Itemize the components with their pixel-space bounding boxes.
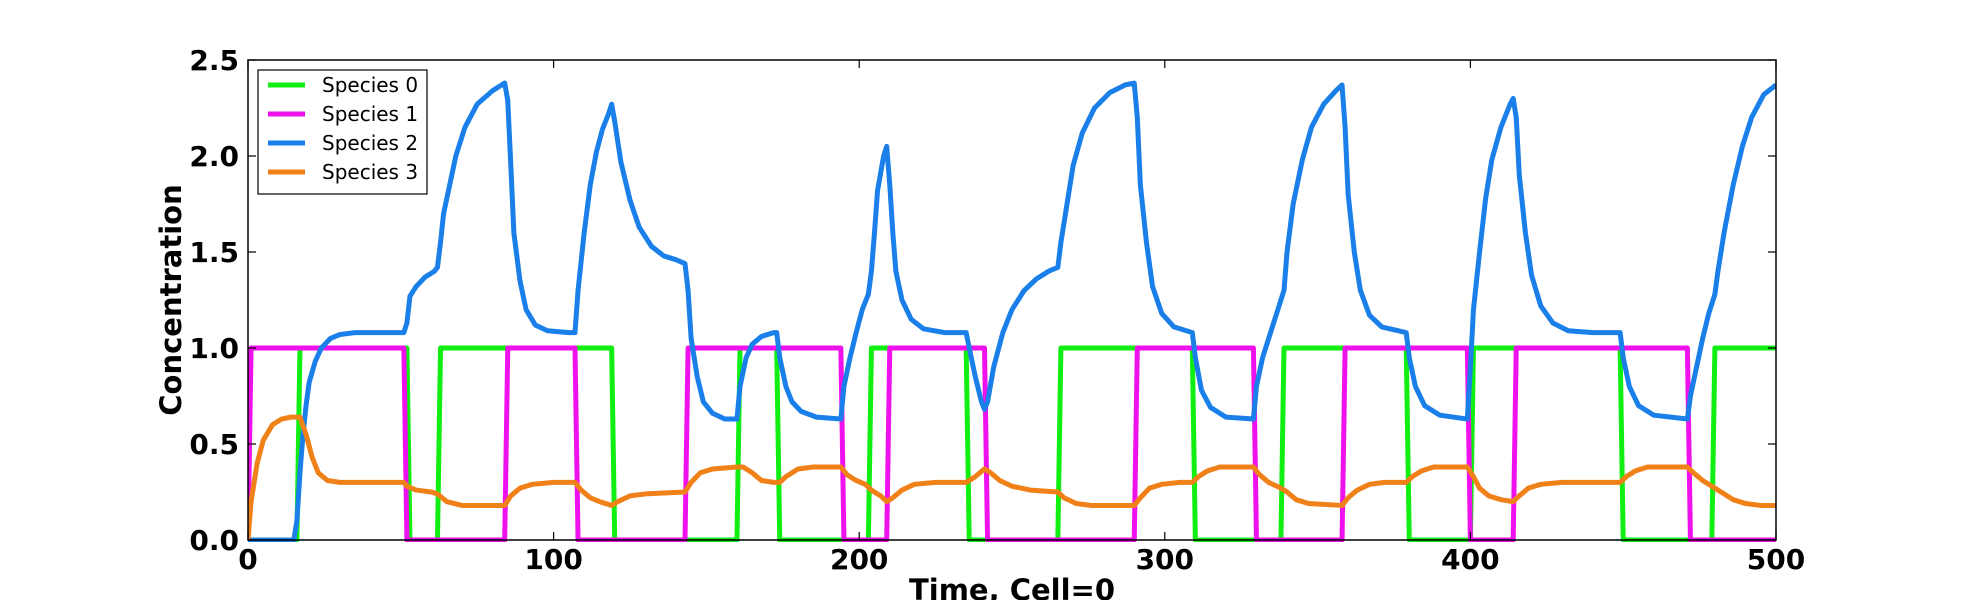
series-line-0 xyxy=(248,345,1776,542)
y-tick-label: 1.5 xyxy=(189,236,239,269)
legend-label-1: Species 1 xyxy=(322,102,418,126)
x-tick-label: 500 xyxy=(1747,543,1805,576)
x-tick-label: 300 xyxy=(1136,543,1194,576)
y-tick-label: 2.5 xyxy=(189,44,239,77)
y-tick-label: 0.0 xyxy=(189,524,239,557)
y-tick-label: 2.0 xyxy=(189,140,239,173)
series-line-1 xyxy=(248,345,1776,542)
x-axis-label: Time, Cell=0 xyxy=(909,573,1115,600)
x-tick-label: 200 xyxy=(830,543,888,576)
x-tick-label: 0 xyxy=(238,543,257,576)
legend: Species 0 Species 1 Species 2 Species 3 xyxy=(257,69,428,195)
y-tick-label: 0.5 xyxy=(189,428,239,461)
series-line-3 xyxy=(248,414,1776,541)
plot-frame xyxy=(247,59,1777,541)
x-tick-label: 100 xyxy=(524,543,582,576)
series-line-2 xyxy=(248,80,1776,542)
x-tick-label: 400 xyxy=(1441,543,1499,576)
legend-label-3: Species 3 xyxy=(322,160,418,184)
y-tick-label: 1.0 xyxy=(189,332,239,365)
legend-label-0: Species 0 xyxy=(322,73,418,97)
series-layer xyxy=(248,80,1776,542)
y-axis-label: Concentration xyxy=(154,184,188,415)
legend-label-2: Species 2 xyxy=(322,131,418,155)
tick-layer: 0 100 200 300 400 500 0.0 0.5 1.0 1.5 2.0 2.5 xyxy=(189,44,1805,576)
